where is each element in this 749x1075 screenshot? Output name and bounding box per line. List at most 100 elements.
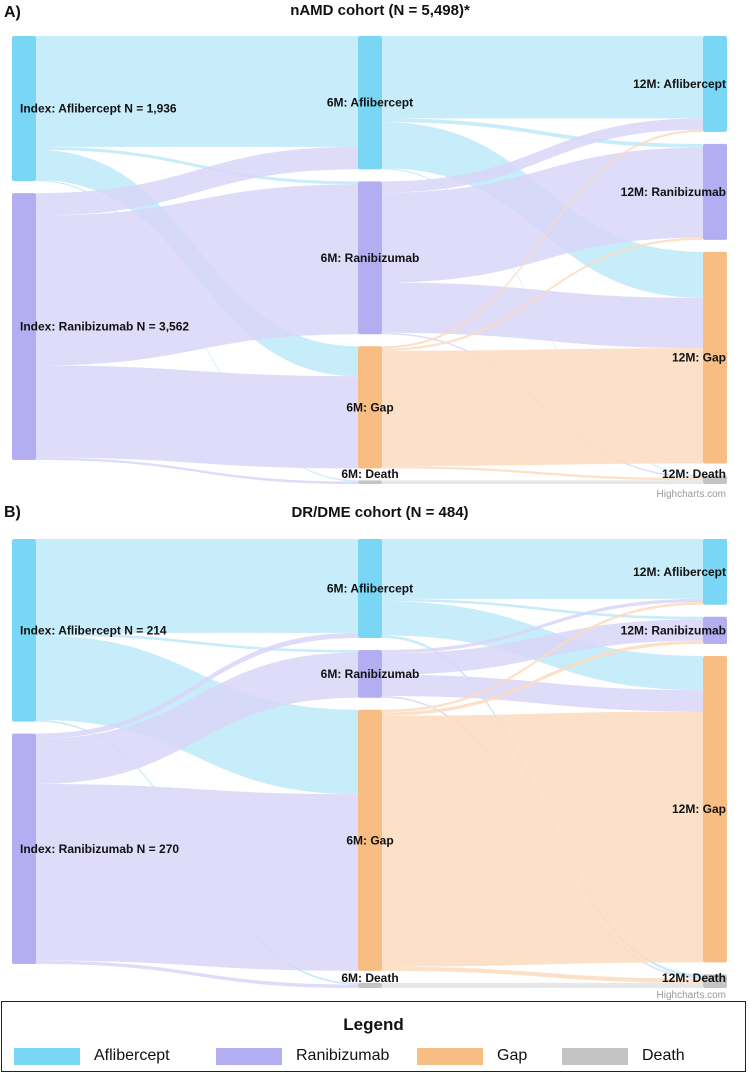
panel-a-link-m6-gap-to-m12-afl: [382, 129, 703, 349]
panel-a-link-m6-gap-to-m12-ran: [382, 237, 703, 351]
panel-a-title: nAMD cohort (N = 5,498)*: [290, 2, 470, 19]
panel-a-link-m6-gap-to-m12-gap: [382, 348, 703, 467]
panel-a-nodes: [12, 36, 727, 484]
panel-b-nodes: [12, 539, 727, 988]
panel-b-label-m6-afl: 6M: Aflibercept: [327, 581, 413, 595]
panel-b-node-m12-gap: [703, 656, 727, 963]
panel-b-label-m12-ran: 12M: Ranibizumab: [621, 623, 726, 637]
panel-b-title: DR/DME cohort (N = 484): [291, 504, 468, 521]
panel-b-label-m12-afl: 12M: Aflibercept: [633, 565, 726, 579]
panel-a-link-idx-ran-to-m6-gap: [36, 365, 358, 469]
panel-b-label-idx-ran: Index: Ranibizumab N = 270: [20, 842, 179, 856]
panel-b-link-m6-afl-to-m12-ran: [382, 598, 703, 620]
panel-a-labels: Index: Aflibercept N = 1,936 Index: Ranib…: [20, 77, 726, 481]
panel-a-link-m6-ran-to-m12-ran: [382, 147, 703, 283]
panel-b-link-m6-gap-to-m12-ran: [382, 640, 703, 716]
legend-swatch-aflibercept: [14, 1047, 80, 1065]
panel-b-label-m12-gap: 12M: Gap: [672, 802, 726, 816]
panel-b-node-m12-ran: [703, 616, 727, 645]
panel-a-letter: A): [4, 4, 21, 21]
panel-a-node-m12-gap: [703, 251, 727, 464]
legend-item-ranibizumab: Ranibizumab: [216, 1046, 389, 1066]
panel-a-links: [36, 36, 703, 484]
panel-b: B) DR/DME cohort (N = 484) Index: Aflibe…: [4, 504, 727, 1000]
panel-a-label-m6-afl: 6M: Aflibercept: [327, 96, 413, 110]
panel-a-node-m6-afl: [358, 36, 382, 170]
panel-a: A) nAMD cohort (N = 5,498)* Index: Aflib…: [4, 2, 727, 500]
legend-swatch-death: [562, 1047, 628, 1065]
panel-b-label-m12-death: 12M: Death: [662, 971, 726, 985]
panel-a-link-m6-gap-to-m12-death: [382, 466, 703, 481]
panel-a-node-m12-afl: [703, 36, 727, 132]
panel-a-node-idx-afl: [12, 36, 36, 182]
legend-label-death: Death: [642, 1047, 685, 1064]
panel-b-link-idx-ran-to-m6-ran: [36, 652, 358, 784]
panel-b-links: [36, 539, 703, 988]
panel-b-link-m6-gap-to-m12-afl: [382, 602, 703, 713]
panel-b-link-idx-ran-to-m6-death: [36, 960, 358, 988]
panel-a-label-m12-afl: 12M: Aflibercept: [633, 77, 726, 91]
sankey-figure: A) nAMD cohort (N = 5,498)* Index: Aflib…: [4, 2, 727, 1000]
panel-a-label-idx-ran: Index: Ranibizumab N = 3,562: [20, 320, 189, 334]
panel-b-node-m6-death: [358, 982, 382, 988]
panel-b-link-m6-ran-to-m12-afl: [382, 598, 703, 654]
panel-a-link-m6-afl-to-m12-afl: [382, 36, 703, 119]
legend-title: Legend: [343, 1015, 404, 1034]
panel-b-node-m6-gap: [358, 709, 382, 971]
panel-b-label-idx-afl: Index: Aflibercept N = 214: [20, 623, 167, 637]
panel-b-link-idx-afl-to-m6-ran: [36, 632, 358, 653]
panel-b-link-m6-gap-to-m12-death: [382, 966, 703, 983]
panel-a-label-m12-gap: 12M: Gap: [672, 351, 726, 365]
panel-a-node-m12-ran: [703, 143, 727, 240]
panel-b-node-m6-afl: [358, 539, 382, 638]
panel-a-link-idx-afl-to-m6-afl: [36, 36, 358, 147]
panel-b-link-m6-ran-to-m12-gap: [382, 674, 703, 712]
panel-a-node-idx-ran: [12, 193, 36, 460]
panel-b-link-idx-afl-to-m6-afl: [36, 539, 358, 633]
panel-b-node-m12-death: [703, 974, 727, 988]
panel-a-label-idx-afl: Index: Aflibercept N = 1,936: [20, 102, 177, 116]
panel-a-node-m12-death: [703, 475, 727, 484]
legend-box: Legend Aflibercept Ranibizumab Gap Death: [1, 1001, 746, 1072]
panel-b-letter: B): [4, 504, 21, 521]
panel-a-link-m6-afl-to-m12-ran: [382, 118, 703, 148]
panel-a-link-m6-ran-to-m12-gap: [382, 282, 703, 349]
legend-item-gap: Gap: [417, 1046, 527, 1066]
panel-b-label-m6-death: 6M: Death: [341, 971, 398, 985]
panel-a-node-m6-ran: [358, 181, 382, 335]
panel-b-link-m6-ran-to-m12-ran: [382, 619, 703, 675]
panel-a-link-idx-afl-to-m6-ran: [36, 146, 358, 185]
panel-b-credit: Highcharts.com: [657, 990, 726, 1000]
panel-a-link-idx-ran-to-m6-afl: [36, 146, 358, 216]
panel-b-label-m6-gap: 6M: Gap: [346, 833, 393, 847]
legend-item-death: Death: [562, 1046, 685, 1066]
panel-a-credit: Highcharts.com: [657, 489, 726, 500]
panel-a-link-idx-ran-to-m6-death: [36, 457, 358, 484]
panel-b-label-m6-ran: 6M: Ranibizumab: [321, 667, 420, 681]
panel-a-label-m12-ran: 12M: Ranibizumab: [621, 185, 726, 199]
panel-a-label-m6-gap: 6M: Gap: [346, 400, 393, 414]
panel-b-link-m6-death-to-m12-death: [382, 982, 703, 988]
panel-a-label-m6-ran: 6M: Ranibizumab: [321, 251, 420, 265]
panel-a-label-m6-death: 6M: Death: [341, 467, 398, 481]
legend-label-aflibercept: Aflibercept: [94, 1047, 170, 1064]
panel-b-labels: Index: Aflibercept N = 214 Index: Ranibiz…: [20, 565, 726, 985]
panel-b-node-idx-ran: [12, 733, 36, 964]
panel-a-node-m6-death: [358, 480, 382, 484]
panel-b-link-m6-afl-to-m12-afl: [382, 539, 703, 599]
panel-b-node-m12-afl: [703, 539, 727, 605]
panel-a-link-idx-ran-to-m6-ran: [36, 184, 358, 366]
panel-b-link-m6-gap-to-m12-gap: [382, 711, 703, 967]
panel-a-label-m12-death: 12M: Death: [662, 467, 726, 481]
legend-label-ranibizumab: Ranibizumab: [296, 1047, 390, 1064]
legend-swatch-gap: [417, 1047, 483, 1065]
legend-label-gap: Gap: [497, 1047, 528, 1064]
panel-b-link-idx-ran-to-m6-afl: [36, 632, 358, 739]
panel-a-link-m6-death-to-m12-death: [382, 480, 703, 484]
panel-b-node-m6-ran: [358, 649, 382, 698]
panel-b-link-idx-ran-to-m6-gap: [36, 783, 358, 971]
panel-a-node-m6-gap: [358, 346, 382, 469]
panel-b-node-idx-afl: [12, 539, 36, 722]
legend-item-aflibercept: Aflibercept: [14, 1046, 170, 1066]
panel-a-link-m6-ran-to-m12-afl: [382, 118, 703, 193]
